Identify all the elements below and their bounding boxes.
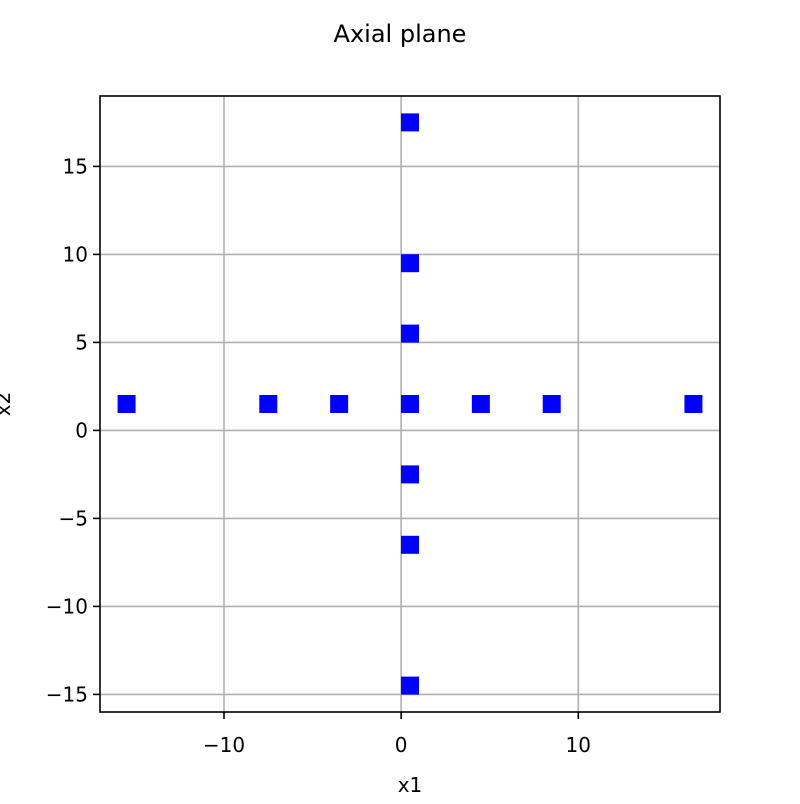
data-point-marker: [471, 395, 490, 413]
data-points: [117, 113, 703, 695]
data-point-marker: [259, 395, 278, 413]
y-tick-label: −10: [46, 594, 88, 618]
x-tick-label: −10: [203, 733, 245, 757]
y-axis-label: x2: [0, 392, 15, 417]
y-axis-ticks: −15 −10 −5 0 5 10 15: [46, 154, 100, 706]
data-point-marker: [401, 395, 419, 413]
x-tick-label: 0: [395, 733, 408, 757]
x-axis-ticks: −10 0 10: [203, 712, 591, 757]
data-point-marker: [401, 324, 419, 343]
chart-title: Axial plane: [334, 20, 467, 48]
data-point-marker: [401, 113, 419, 132]
plot-area-frame: [99, 95, 721, 713]
data-point-marker: [401, 465, 419, 484]
x-tick-label: 10: [566, 733, 591, 757]
y-tick-label: 10: [63, 242, 88, 266]
data-point-marker: [401, 254, 419, 273]
data-point-marker: [401, 676, 419, 695]
y-tick-label: 15: [63, 154, 88, 178]
data-point-marker: [117, 395, 136, 413]
y-tick-label: −5: [59, 506, 88, 530]
data-point-marker: [542, 395, 561, 413]
data-point-marker: [401, 535, 419, 554]
y-tick-label: 0: [75, 418, 88, 442]
y-tick-label: −15: [46, 682, 88, 706]
data-point-marker: [684, 395, 703, 413]
y-tick-label: 5: [75, 330, 88, 354]
data-point-marker: [330, 395, 349, 413]
x-axis-label: x1: [398, 773, 423, 797]
